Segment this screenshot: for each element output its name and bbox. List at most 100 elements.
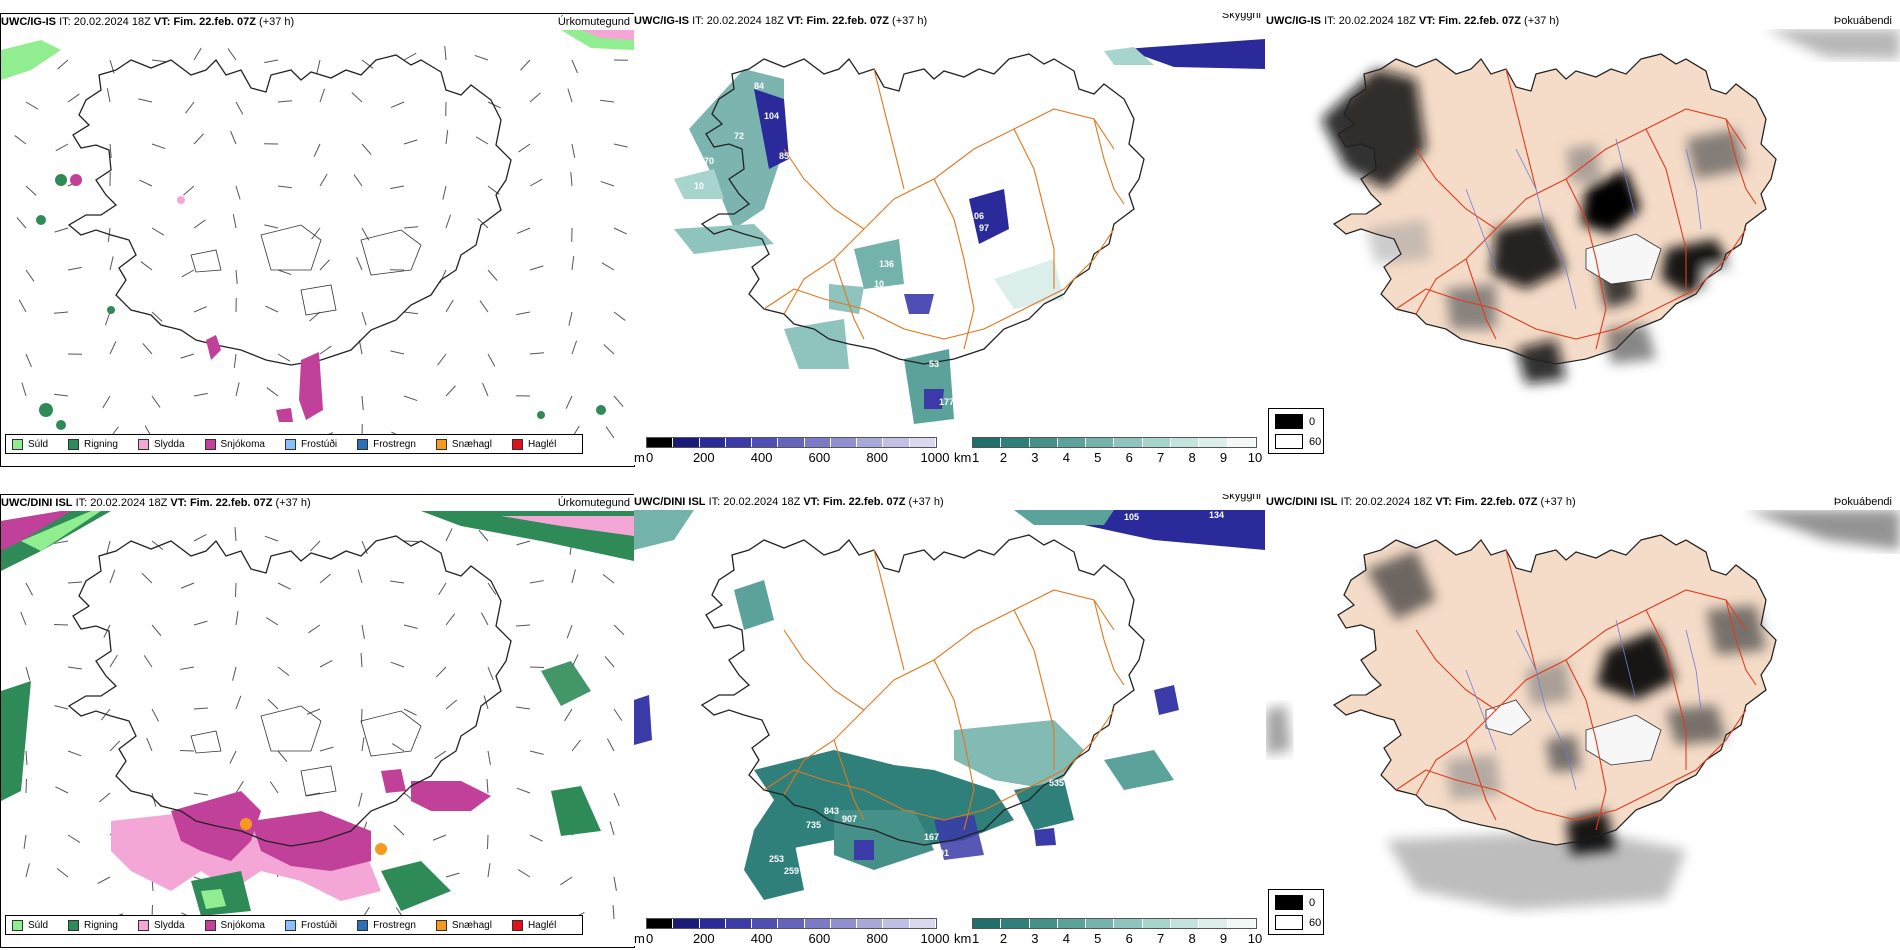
visibility-value-label: 123 [734, 249, 749, 259]
wind-barb [474, 54, 489, 61]
wind-barb [106, 88, 111, 103]
colorbar-segment [1029, 438, 1058, 447]
wind-barb [98, 792, 111, 803]
wind-barb [361, 143, 372, 155]
fog-legend-swatch [1275, 434, 1303, 449]
it-label: IT: [59, 16, 71, 28]
colorbar-segment [883, 919, 910, 928]
glacier-outline [300, 765, 337, 797]
wind-barb [235, 780, 244, 794]
cloudbase-colorbar: m 0 200 400 600 800 1000 [634, 918, 949, 946]
colorbar-unit: km [954, 450, 972, 465]
colorbar-tick-label: 8 [1188, 450, 1196, 465]
wind-barb [106, 540, 111, 555]
precip-legend-item: Haglél [511, 919, 556, 931]
wind-barb [265, 617, 279, 626]
wind-barb [393, 824, 405, 836]
wind-barb [358, 340, 363, 355]
wind-barb [403, 395, 418, 402]
wind-barb [193, 133, 204, 145]
wind-barb [475, 136, 489, 145]
wind-barb [529, 92, 541, 103]
wind-barb [351, 92, 363, 103]
wind-barb [403, 52, 417, 61]
wind-barb [391, 743, 405, 752]
lead-time: (+37 h) [908, 496, 944, 508]
wind-barb [143, 655, 153, 668]
legend-label: Snæhagl [451, 919, 492, 931]
roads [763, 549, 1125, 831]
wind-barb [67, 834, 81, 843]
wind-barb [356, 256, 363, 271]
wind-barb [319, 88, 326, 103]
it-value: 20.02.2024 18Z [1338, 15, 1416, 27]
road-line [783, 148, 865, 230]
legend-swatch [68, 438, 80, 450]
river-line [1685, 148, 1702, 230]
wind-barb [55, 143, 69, 152]
precip-map [1, 511, 634, 933]
colorbar-segment [725, 438, 753, 447]
model-name: UWC/IG-IS [1266, 15, 1321, 27]
road-line [1645, 128, 1687, 289]
legend-swatch [68, 919, 80, 931]
visibility-value-label: 106 [969, 211, 984, 221]
wind-barb [309, 540, 321, 552]
colorbar-segment [909, 919, 936, 928]
colorbar-tick-label: 2 [999, 931, 1008, 946]
wind-barb [277, 269, 292, 276]
precip-map [1, 30, 634, 452]
colorbar-segment [1086, 438, 1115, 447]
colorbar-segment [673, 919, 700, 928]
lead-time: (+37 h) [275, 497, 311, 509]
panel-header: UWC/DINI ISL IT: 20.02.2024 18Z VT: Fim.… [634, 494, 1265, 510]
wind-barb [517, 869, 531, 878]
road-line [1565, 178, 1607, 350]
wind-barb [67, 750, 82, 757]
precip-legend-item: Snjókoma [204, 438, 265, 450]
visibility-value-label: 105 [1124, 512, 1139, 522]
wind-barb [180, 582, 195, 589]
colorbar-unit: m [634, 931, 645, 946]
wind-barb [54, 540, 69, 544]
wind-barb [487, 269, 498, 281]
colorbar-gradient [972, 437, 1257, 448]
wind-barb [435, 666, 447, 678]
road-line [783, 108, 1115, 315]
legend-swatch [435, 919, 447, 931]
wind-barb [520, 59, 531, 71]
visibility-value-label: 800 [979, 864, 994, 874]
road-line [1013, 609, 1055, 770]
road-line [763, 228, 1115, 340]
vt-value: Fim. 22.feb. 07Z [189, 497, 273, 509]
precip-legend-item: Rigning [68, 919, 118, 931]
fog-legend-item: 60 [1275, 434, 1321, 449]
lead-time: (+37 h) [259, 16, 295, 28]
iceland-outline [700, 53, 1145, 365]
wind-barb [20, 611, 27, 626]
fog-roads [1395, 68, 1757, 350]
wind-barb [445, 699, 458, 710]
colorbar-segment [1086, 919, 1115, 928]
fog-legend-swatch [1275, 895, 1303, 910]
wind-barb [151, 143, 166, 150]
wind-barb [600, 99, 615, 103]
wind-barb [25, 353, 32, 368]
wind-barb [193, 707, 209, 710]
road-line [1505, 68, 1537, 190]
vt-label: VT: [170, 497, 187, 509]
wind-barb [21, 382, 27, 397]
it-label: IT: [1324, 15, 1336, 27]
wind-barb [478, 529, 489, 542]
road-line [1465, 739, 1497, 821]
wind-barb [25, 863, 30, 878]
wind-barb [516, 227, 531, 234]
wind-barb [267, 698, 279, 710]
fog-legend-label: 60 [1309, 435, 1322, 448]
wind-barb [109, 143, 112, 158]
precip-legend-item: Súld [12, 438, 48, 450]
legend-swatch [284, 438, 296, 450]
fog-map [1321, 29, 1900, 384]
colorbar-tick-label: 7 [1157, 450, 1165, 465]
